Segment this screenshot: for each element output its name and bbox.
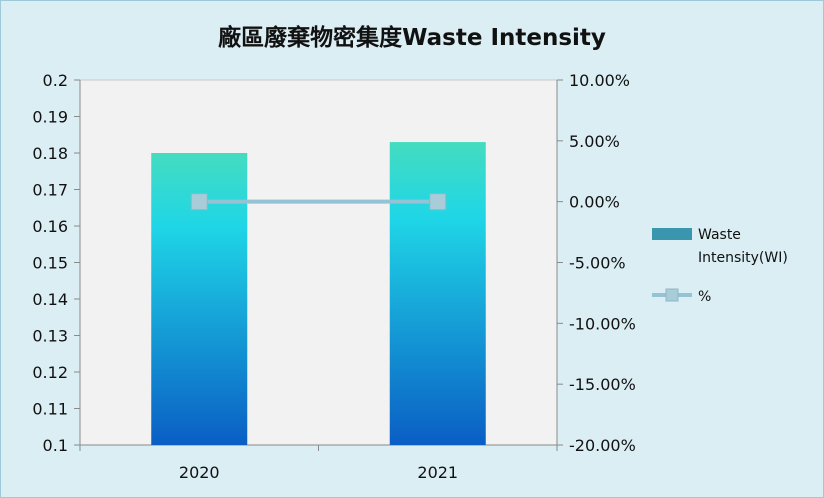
legend: Waste Intensity(WI)%	[652, 227, 788, 305]
percent-marker-2021	[429, 193, 447, 211]
right-tick-label: -5.00%	[569, 254, 626, 273]
chart-title: 廠區廢棄物密集度Waste Intensity	[218, 25, 606, 51]
left-tick-label: 0.15	[32, 254, 68, 273]
left-tick-label: 0.16	[32, 217, 68, 236]
left-tick-label: 0.1	[43, 436, 68, 455]
right-tick-label: 10.00%	[569, 71, 630, 90]
percent-marker-2020	[190, 193, 208, 211]
right-axis: -20.00% -15.00% -10.00% -5.00% 0.00% 5.00% 10.…	[556, 71, 636, 455]
left-tick-label: 0.18	[32, 144, 68, 163]
legend-bar-label-line1: Waste	[698, 227, 741, 243]
right-tick-label: -10.00%	[569, 314, 636, 333]
left-tick-label: 0.2	[43, 71, 68, 90]
x-tick-label: 2020	[179, 463, 220, 482]
bar-2021	[389, 142, 486, 446]
line-series	[190, 193, 447, 211]
right-tick-label: 5.00%	[569, 132, 620, 151]
left-tick-label: 0.19	[32, 108, 68, 127]
left-tick-label: 0.12	[32, 363, 68, 382]
left-tick-label: 0.13	[32, 327, 68, 346]
right-tick-label: -15.00%	[569, 375, 636, 394]
legend-bar-swatch	[652, 228, 692, 240]
x-axis: 2020 2021	[79, 444, 558, 482]
left-tick-label: 0.11	[32, 400, 68, 419]
left-axis: 0.1 0.11 0.12 0.13 0.14 0.15 0.16 0.17 0.18 0.19 0…	[32, 71, 81, 455]
right-tick-label: -20.00%	[569, 436, 636, 455]
legend-line-marker	[665, 288, 679, 302]
left-tick-label: 0.17	[32, 181, 68, 200]
left-tick-label: 0.14	[32, 290, 68, 309]
legend-bar-label-line2: Intensity(WI)	[698, 250, 788, 266]
right-tick-label: 0.00%	[569, 193, 620, 212]
legend-line-label: %	[698, 289, 711, 305]
x-tick-label: 2021	[417, 463, 458, 482]
